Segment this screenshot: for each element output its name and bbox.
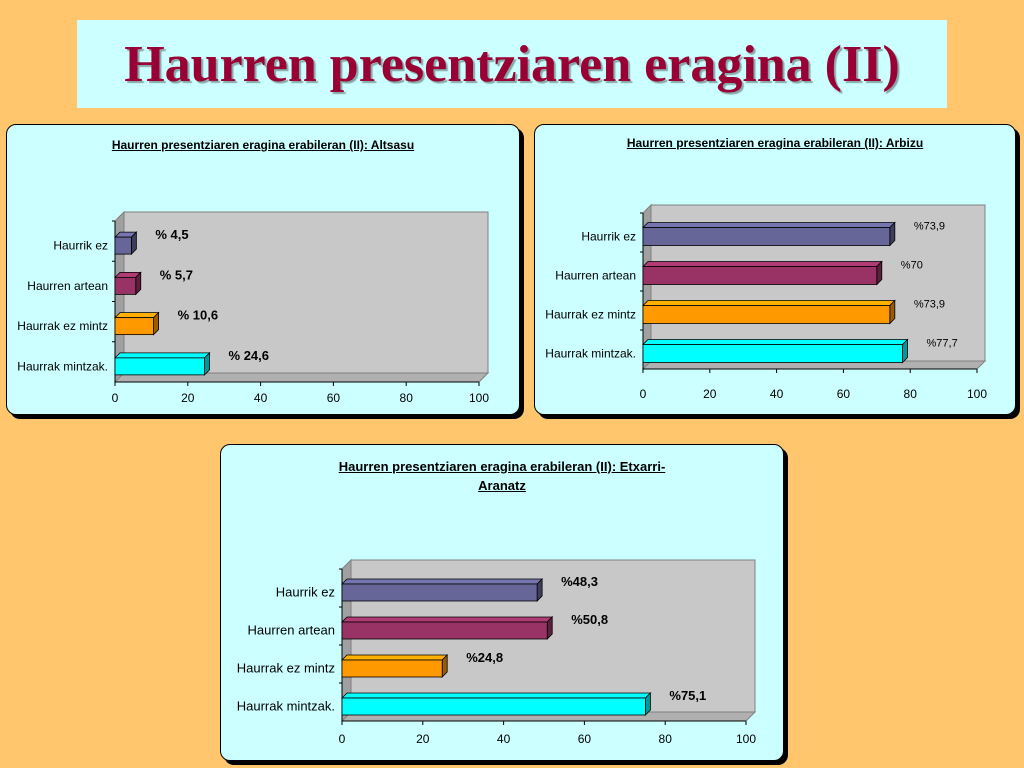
category-label: Haurrak mintzak.: [237, 699, 335, 714]
chart-panel-altsasu: Haurren presentziaren eragina erabileran…: [6, 124, 520, 415]
bar-top-face: [642, 261, 883, 267]
bar: [642, 305, 891, 324]
chart-title: Haurren presentziaren eragina erabileran…: [626, 136, 924, 150]
chart-title: Haurren presentziaren eragina erabileran…: [221, 457, 783, 495]
bar: [642, 227, 891, 246]
bar-top-face: [642, 222, 896, 228]
bar: [114, 236, 132, 255]
category-label: Haurrik ez: [53, 239, 108, 253]
category-label: Haurren artean: [555, 269, 636, 283]
chart-panel-arbizu: Haurren presentziaren eragina erabileran…: [534, 124, 1016, 415]
data-label: %50,8: [571, 612, 608, 627]
plot-area: [123, 211, 489, 374]
data-label: % 10,6: [178, 308, 218, 323]
data-label: % 5,7: [160, 267, 193, 282]
bar: [642, 344, 903, 363]
bar-chart-altsasu: Haurrik ez % 4,5 Haurren artean % 5,7 Haurra…: [17, 210, 489, 405]
data-label: %48,3: [561, 574, 598, 589]
bar-chart-arbizu: Haurrik ez %73,9 Haurren artean %70 Haurrak …: [545, 203, 987, 401]
x-tick-label: 60: [327, 391, 341, 405]
bar: [642, 266, 878, 285]
chart-title-line-2: Aranatz: [478, 478, 526, 493]
bar-top-face: [642, 339, 909, 345]
bar-top-face: [114, 312, 160, 319]
bar: [341, 659, 443, 678]
x-tick-label: 100: [736, 732, 756, 746]
category-label: Haurrak ez mintz: [545, 308, 636, 322]
chart-title: Haurren presentziaren eragina erabileran…: [111, 138, 415, 152]
x-tick-label: 80: [904, 387, 918, 401]
category-label: Haurrak ez mintz: [237, 661, 335, 676]
bar-top-face: [341, 578, 544, 585]
bar-top-face: [341, 616, 554, 623]
category-label: Haurrak mintzak.: [17, 359, 108, 373]
x-tick-label: 0: [112, 391, 119, 405]
slide-title-box: Haurren presentziaren eragina (II): [77, 20, 947, 108]
bar-top-face: [341, 692, 652, 699]
data-label: %70: [901, 260, 923, 272]
x-tick-label: 60: [578, 732, 592, 746]
bar: [114, 357, 205, 376]
data-label: % 24,6: [229, 348, 269, 363]
x-tick-label: 80: [659, 732, 673, 746]
data-label: % 4,5: [155, 227, 188, 242]
data-label: %24,8: [466, 650, 503, 665]
category-label: Haurren artean: [248, 623, 335, 638]
bar: [114, 317, 154, 336]
bar-chart-etxarri-aranatz: Haurrik ez %48,3 Haurren artean %50,8 Haurra…: [237, 558, 756, 746]
bar: [341, 697, 646, 716]
chart-title-line-1: Haurren presentziaren eragina erabileran…: [338, 459, 666, 474]
x-tick-label: 0: [640, 387, 647, 401]
data-label: %73,9: [914, 299, 945, 311]
data-label: %73,9: [914, 221, 945, 233]
category-label: Haurrak ez mintz: [17, 319, 108, 333]
x-tick-label: 40: [497, 732, 511, 746]
x-tick-label: 0: [339, 732, 346, 746]
bar-top-face: [642, 300, 896, 306]
category-label: Haurrik ez: [581, 230, 636, 244]
category-label: Haurren artean: [27, 279, 108, 293]
x-tick-label: 20: [416, 732, 430, 746]
bar: [341, 621, 548, 640]
x-tick-label: 40: [770, 387, 784, 401]
x-tick-label: 40: [254, 391, 268, 405]
category-label: Haurrik ez: [276, 585, 335, 600]
data-label: %75,1: [669, 688, 706, 703]
x-tick-label: 20: [181, 391, 195, 405]
chart-panel-etxarri-aranatz: Haurren presentziaren eragina erabileran…: [220, 444, 784, 761]
x-tick-label: 100: [469, 391, 489, 405]
category-label: Haurrak mintzak.: [545, 347, 636, 361]
bar-top-face: [341, 654, 449, 661]
x-tick-label: 20: [703, 387, 717, 401]
slide-title: Haurren presentziaren eragina (II): [124, 35, 900, 93]
data-label: %77,7: [927, 338, 958, 350]
x-tick-label: 60: [837, 387, 851, 401]
x-tick-label: 100: [967, 387, 987, 401]
bar: [341, 583, 538, 602]
bar-top-face: [114, 352, 211, 359]
bar: [114, 276, 137, 295]
x-tick-label: 80: [400, 391, 414, 405]
